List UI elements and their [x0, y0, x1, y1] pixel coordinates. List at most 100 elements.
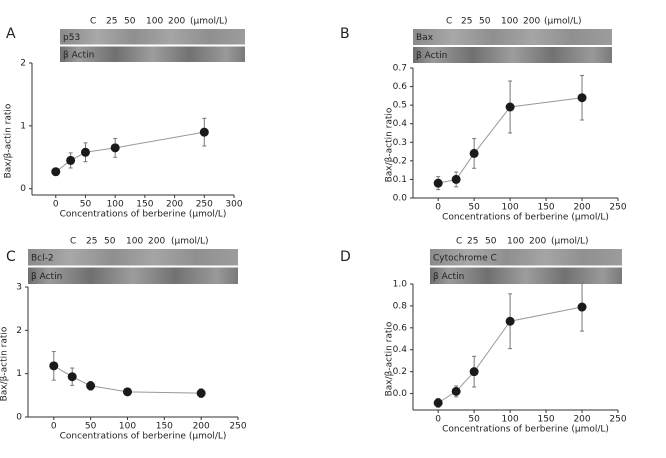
y-tick-label: 2 [20, 59, 26, 69]
blot-label: Bax [416, 33, 434, 43]
blot-label: β Actin [31, 272, 62, 282]
blot-label: p53 [63, 33, 80, 43]
lane-label: 50 [124, 17, 136, 27]
lane-label: 25 [86, 237, 97, 247]
data-point [469, 367, 479, 377]
x-tick-label: 50 [468, 415, 480, 425]
panel-letter: C [6, 249, 16, 265]
lane-label: (μmol/L) [171, 237, 209, 247]
x-tick-label: 150 [156, 422, 173, 432]
blot-label: β Actin [63, 50, 94, 60]
lane-label: C [456, 237, 462, 247]
blot-label: β Actin [433, 272, 464, 282]
y-axis-label: Bax/β-actin ratio [385, 321, 395, 396]
x-tick-label: 0 [51, 422, 57, 432]
y-tick-label: 0 [20, 184, 26, 194]
lane-label: 100 [501, 17, 518, 27]
data-point [469, 148, 479, 158]
x-tick-label: 200 [166, 200, 183, 210]
x-axis-label: Concentrations of berberine (μmol/L) [60, 432, 227, 442]
lane-label: 100 [126, 237, 143, 247]
data-point [433, 398, 443, 408]
x-tick-label: 50 [85, 422, 97, 432]
y-tick-label: 0.8 [393, 301, 408, 311]
panel-letter: A [6, 26, 16, 42]
data-point [86, 381, 96, 391]
lane-label: 200 [148, 237, 165, 247]
data-point [49, 361, 59, 371]
y-tick-label: 0.1 [393, 175, 407, 185]
x-tick-label: 0 [435, 203, 441, 213]
data-point [67, 372, 77, 382]
panel-letter: D [340, 249, 351, 265]
data-point [577, 302, 587, 312]
data-point [66, 155, 76, 165]
x-tick-label: 250 [229, 422, 246, 432]
data-line [55, 131, 205, 173]
data-point [433, 178, 443, 188]
data-point [577, 93, 587, 103]
blot-label: β Actin [416, 51, 447, 61]
data-point [51, 167, 61, 177]
x-tick-label: 100 [107, 200, 124, 210]
blot-label: Bcl-2 [31, 253, 54, 263]
y-tick-label: 0.4 [393, 119, 408, 129]
blot-band [413, 47, 612, 63]
data-point [505, 102, 515, 112]
y-tick-label: 2 [16, 326, 22, 336]
lane-label: 100 [507, 237, 524, 247]
lane-label: C [446, 17, 452, 27]
y-axis-label: Bax/β-actin ratio [0, 326, 10, 401]
lane-label: (μmol/L) [190, 17, 228, 27]
x-tick-label: 250 [609, 415, 626, 425]
blot-band [60, 46, 245, 62]
y-axis-label: Bax/β-actin ratio [4, 103, 14, 178]
x-tick-label: 200 [573, 203, 590, 213]
x-tick-label: 300 [225, 200, 242, 210]
lane-label: 50 [479, 17, 491, 27]
blot-band [60, 29, 245, 45]
y-tick-label: 1 [20, 121, 26, 131]
x-tick-label: 250 [609, 203, 626, 213]
y-tick-label: 0.6 [393, 323, 408, 333]
lane-label: (μmol/L) [551, 237, 589, 247]
lane-label: C [70, 237, 76, 247]
data-point [451, 386, 461, 396]
data-point [451, 174, 461, 184]
blot-band [430, 249, 622, 266]
lane-label: 200 [529, 237, 546, 247]
x-tick-label: 0 [53, 200, 59, 210]
blot-band [413, 29, 612, 45]
y-tick-label: 0.5 [393, 101, 407, 111]
x-tick-label: 50 [80, 200, 92, 210]
panel-letter: B [340, 26, 350, 42]
x-axis-label: Concentrations of berberine (μmol/L) [442, 213, 609, 223]
x-tick-label: 100 [502, 415, 519, 425]
y-tick-label: 0.0 [393, 194, 408, 204]
lane-label: (μmol/L) [544, 17, 582, 27]
x-axis-label: Concentrations of berberine (μmol/L) [60, 210, 227, 220]
blot-label: Cytochrome C [433, 253, 497, 263]
data-point [80, 147, 90, 157]
x-tick-label: 250 [196, 200, 213, 210]
y-axis-label: Bax/β-actin ratio [385, 107, 395, 182]
x-tick-label: 150 [537, 203, 554, 213]
data-point [122, 387, 132, 397]
y-tick-label: 0 [16, 413, 22, 423]
x-tick-label: 150 [537, 415, 554, 425]
data-point [110, 143, 120, 153]
y-tick-label: 1 [16, 369, 22, 379]
x-axis-label: Concentrations of berberine (μmol/L) [442, 425, 609, 435]
lane-label: 200 [523, 17, 540, 27]
x-tick-label: 0 [435, 415, 441, 425]
y-tick-label: 0.2 [393, 367, 407, 377]
lane-label: 200 [168, 17, 185, 27]
y-tick-label: 0.0 [393, 389, 408, 399]
lane-label: 50 [104, 237, 116, 247]
blot-band [28, 267, 238, 284]
lane-label: C [90, 17, 96, 27]
blot-band [430, 267, 622, 284]
lane-label: 50 [485, 237, 497, 247]
data-point [196, 388, 206, 398]
